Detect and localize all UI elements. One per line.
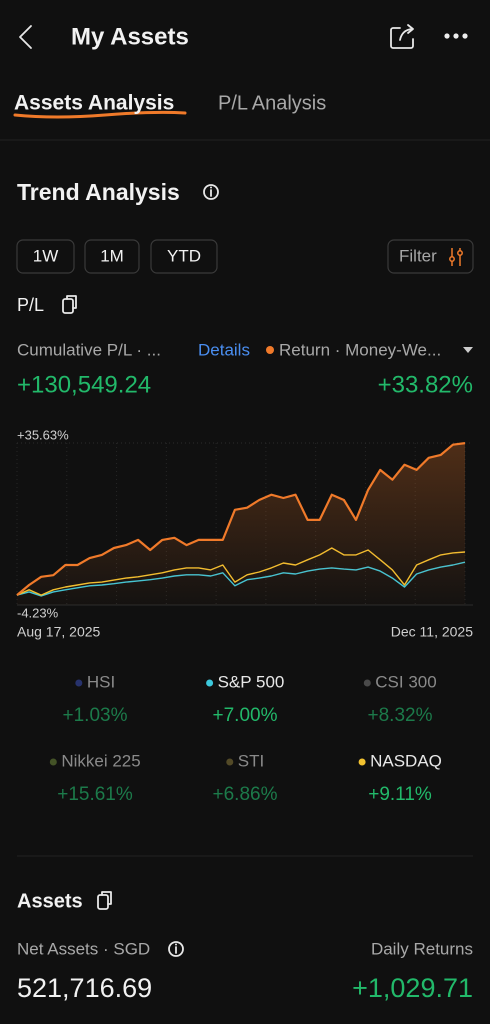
pl-label: P/L — [17, 295, 44, 315]
copy-icon[interactable] — [62, 295, 77, 314]
index-dot — [358, 758, 366, 766]
index-name[interactable]: S&P 500 — [218, 672, 285, 691]
range-label: YTD — [167, 246, 201, 265]
index-legend: HSI +1.03% S&P 500 +7.00% CSI 300 +8.32% Nikke… — [49, 672, 442, 805]
details-link[interactable]: Details — [198, 340, 250, 359]
tab[interactable]: P/L Analysis — [218, 92, 326, 114]
dot — [462, 33, 468, 39]
daily-returns-value: +1,029.71 — [352, 973, 473, 1003]
net-assets-value: 521,716.69 — [17, 973, 152, 1003]
x-tick-label: Dec 11, 2025 — [391, 624, 473, 640]
index-dot — [226, 758, 234, 766]
range-label: 1M — [100, 246, 124, 265]
y-tick-label: -4.23% — [17, 605, 59, 620]
tab-underline — [13, 110, 187, 119]
dropdown-arrow[interactable] — [463, 347, 473, 353]
index-name[interactable]: STI — [238, 751, 264, 770]
dot — [444, 33, 450, 39]
cumulative-value: +130,549.24 — [17, 371, 151, 398]
range-button[interactable] — [84, 239, 140, 274]
filter-label: Filter — [399, 246, 437, 265]
return-value: +33.82% — [378, 371, 473, 398]
info-icon[interactable] — [203, 184, 219, 200]
share-icon — [390, 27, 414, 49]
tab[interactable]: Assets Analysis — [14, 92, 174, 115]
line — [16, 442, 466, 596]
index-value: +15.61% — [57, 784, 133, 805]
index-value: +8.32% — [368, 705, 433, 726]
index-name[interactable]: Nikkei 225 — [61, 751, 140, 770]
range-button[interactable] — [150, 239, 218, 274]
more-button[interactable] — [444, 33, 468, 39]
legend-dot — [266, 346, 274, 354]
dot — [453, 33, 459, 39]
area — [17, 443, 465, 605]
chart: +35.63% -4.23% Aug 17, 2025 Dec 11, 2025 — [16, 427, 473, 640]
section-title: Trend Analysis — [17, 179, 180, 205]
index-name[interactable]: HSI — [87, 672, 115, 691]
filter-icon — [449, 248, 463, 266]
index-dot — [363, 679, 371, 687]
index-name[interactable]: NASDAQ — [370, 751, 442, 770]
net-assets-label: Net Assets · SGD — [17, 939, 150, 958]
range-label: 1W — [33, 246, 59, 265]
index-name[interactable]: CSI 300 — [375, 672, 436, 691]
return-label[interactable]: Return · Money-We... — [279, 340, 441, 359]
index-value: +6.86% — [213, 784, 278, 805]
range-button[interactable] — [16, 239, 75, 274]
copy-icon[interactable] — [97, 891, 112, 910]
share-button[interactable] — [390, 24, 414, 49]
daily-returns-label: Daily Returns — [371, 939, 473, 958]
filter-button[interactable] — [387, 239, 474, 274]
y-tick-label: +35.63% — [17, 427, 69, 442]
index-value: +1.03% — [63, 705, 128, 726]
index-value: +9.11% — [368, 784, 432, 805]
index-value: +7.00% — [213, 705, 278, 726]
index-dot — [49, 758, 57, 766]
cumulative-label: Cumulative P/L · ... — [17, 340, 161, 359]
back-button[interactable] — [19, 25, 32, 49]
share-arrow — [399, 24, 414, 41]
assets-title: Assets — [17, 890, 83, 912]
index-dot — [75, 679, 83, 687]
index-dot — [206, 679, 214, 687]
x-tick-label: Aug 17, 2025 — [17, 624, 101, 640]
info-icon[interactable] — [168, 941, 184, 957]
page-title: My Assets — [71, 23, 189, 50]
